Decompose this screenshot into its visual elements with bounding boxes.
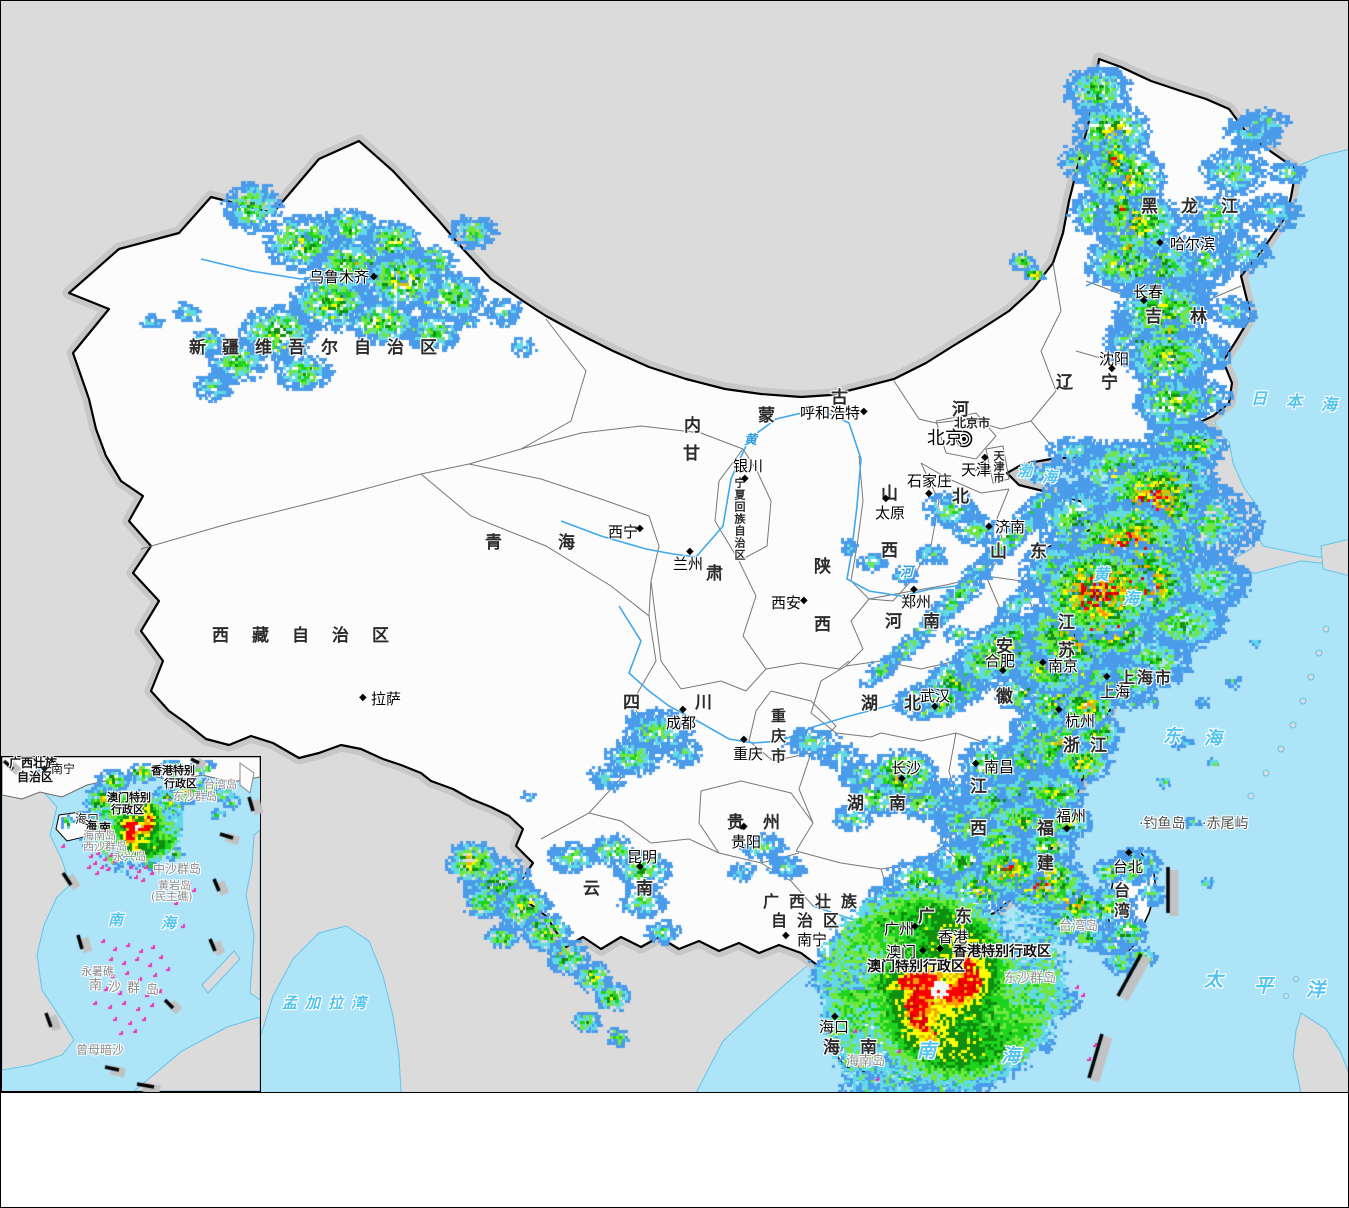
legend-panel: 全国雷达拼图 [2025-09-24 07:30:00] [ 组合反射率 ] d… xyxy=(1,1093,1348,1207)
south-china-sea-inset xyxy=(1,756,261,1092)
